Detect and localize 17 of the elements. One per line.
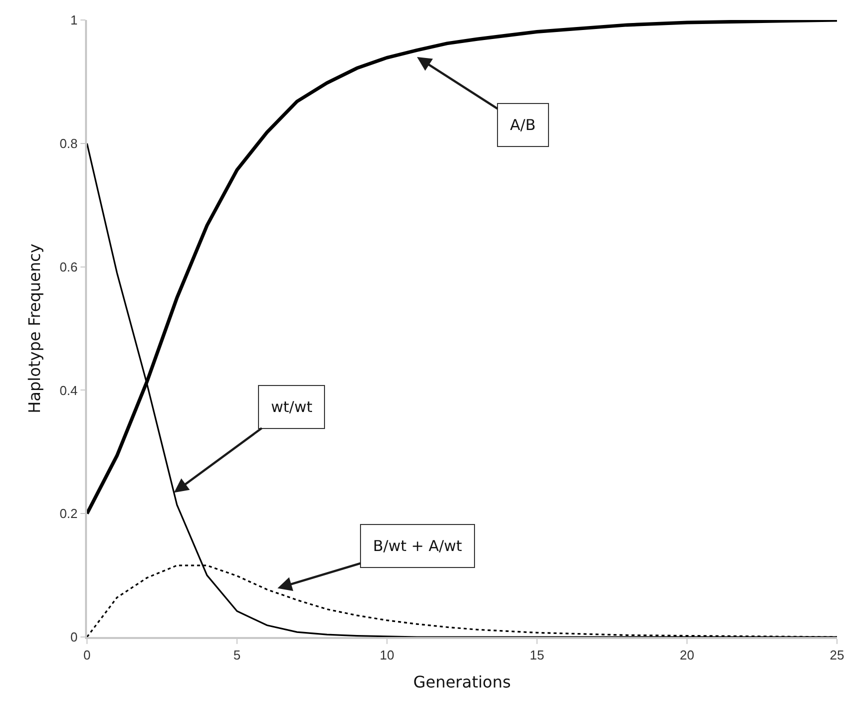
y-tick-label: 0.8	[60, 136, 78, 151]
x-tick-label: 10	[380, 647, 394, 662]
y-tick-label: 0.2	[60, 506, 78, 522]
y-tick-label: 1	[70, 12, 78, 28]
x-axis-title: Generations	[413, 672, 511, 692]
y-tick-label: 0.4	[60, 382, 78, 398]
y-tick-label: 0.6	[60, 259, 78, 274]
annotation: wt/wt	[271, 398, 312, 416]
y-axis-title: Haplotype Frequency	[24, 244, 44, 414]
annotation: A/B	[510, 116, 536, 134]
x-tick-label: 20	[680, 647, 694, 662]
x-tick-label: 0	[83, 647, 91, 662]
y-tick-label: 0	[70, 630, 78, 645]
x-tick-label: 15	[530, 647, 544, 662]
x-tick-label: 5	[233, 647, 241, 662]
annotation: B/wt + A/wt	[373, 537, 462, 555]
x-tick-label: 25	[830, 647, 844, 662]
